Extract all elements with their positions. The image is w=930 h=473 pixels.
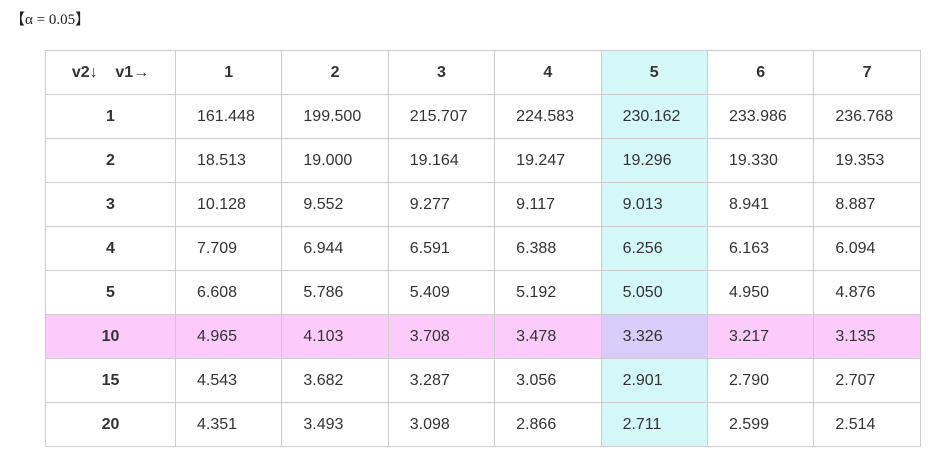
table-cell: 6.591 [387,226,496,271]
table-cell: 8.887 [813,182,921,227]
row-header: 1 [45,94,176,139]
header-row: v2↓ v1→ 1 2 3 4 5 6 7 [45,50,921,95]
table-cell: 9.117 [494,182,602,227]
table-cell: 199.500 [281,94,389,139]
table-cell: 7.709 [174,226,283,271]
table-cell: 4.876 [813,270,921,315]
table-cell: 236.768 [813,94,921,139]
table-cell-intersection: 3.326 [600,314,708,359]
table-cell: 3.493 [281,402,389,447]
column-header: 3 [387,50,496,95]
table-cell: 9.277 [387,182,496,227]
column-header: 2 [281,50,389,95]
row-header: 2 [45,138,176,183]
table-cell: 2.514 [813,402,921,447]
table-cell: 6.094 [813,226,921,271]
table-cell: 8.941 [706,182,815,227]
table-row: 2 18.513 19.000 19.164 19.247 19.296 19.… [45,138,921,183]
table-row-highlighted: 10 4.965 4.103 3.708 3.478 3.326 3.217 3… [45,314,921,359]
table-cell: 2.866 [494,402,602,447]
table-cell: 9.552 [281,182,389,227]
table-cell: 19.000 [281,138,389,183]
column-header-highlighted: 5 [600,50,708,95]
table-cell: 215.707 [387,94,496,139]
v2-axis-label: v2↓ [71,63,98,81]
row-header: 4 [45,226,176,271]
table-cell: 3.708 [387,314,496,359]
column-header: 1 [174,50,283,95]
table-cell: 4.351 [174,402,283,447]
table-cell: 233.986 [706,94,815,139]
table-row: 4 7.709 6.944 6.591 6.388 6.256 6.163 6.… [45,226,921,271]
table-cell-highlighted: 19.296 [600,138,708,183]
table-cell: 2.707 [813,358,921,403]
table-cell: 2.599 [706,402,815,447]
table-cell: 19.330 [706,138,815,183]
table-cell-highlighted: 6.256 [600,226,708,271]
table-cell: 3.098 [387,402,496,447]
table-cell: 18.513 [174,138,283,183]
table-cell-highlighted: 9.013 [600,182,708,227]
table-cell: 5.409 [387,270,496,315]
row-header: 20 [45,402,176,447]
table-cell: 4.103 [281,314,389,359]
table-cell: 19.353 [813,138,921,183]
table-cell: 6.608 [174,270,283,315]
table-cell: 4.965 [174,314,283,359]
table-row: 5 6.608 5.786 5.409 5.192 5.050 4.950 4.… [45,270,921,315]
f-distribution-table: v2↓ v1→ 1 2 3 4 5 6 7 1 161.448 199.500 … [45,50,921,447]
alpha-label: 【α = 0.05】 [10,12,91,28]
table-row: 15 4.543 3.682 3.287 3.056 2.901 2.790 2… [45,358,921,403]
table-cell: 3.056 [494,358,602,403]
table-cell-highlighted: 2.901 [600,358,708,403]
table-cell: 3.478 [494,314,602,359]
row-header: 15 [45,358,176,403]
table-row: 3 10.128 9.552 9.277 9.117 9.013 8.941 8… [45,182,921,227]
table-cell: 3.682 [281,358,389,403]
table-cell: 2.790 [706,358,815,403]
table-cell: 4.543 [174,358,283,403]
v1-axis-label: v1→ [115,63,150,81]
table-cell: 19.247 [494,138,602,183]
column-header: 7 [813,50,921,95]
column-header: 6 [706,50,815,95]
table-cell-highlighted: 2.711 [600,402,708,447]
table-cell: 224.583 [494,94,602,139]
row-header: 10 [45,314,176,359]
table-cell: 10.128 [174,182,283,227]
table-cell: 6.944 [281,226,389,271]
table-cell: 3.217 [706,314,815,359]
table-cell: 6.163 [706,226,815,271]
table-row: 20 4.351 3.493 3.098 2.866 2.711 2.599 2… [45,402,921,447]
table-cell: 3.287 [387,358,496,403]
table-cell: 161.448 [174,94,283,139]
table-cell: 4.950 [706,270,815,315]
row-header: 5 [45,270,176,315]
table-cell: 19.164 [387,138,496,183]
table-row: 1 161.448 199.500 215.707 224.583 230.16… [45,94,921,139]
table-cell: 5.192 [494,270,602,315]
table-cell: 3.135 [813,314,921,359]
table-cell: 5.786 [281,270,389,315]
table-cell: 6.388 [494,226,602,271]
table-cell-highlighted: 5.050 [600,270,708,315]
table-cell-highlighted: 230.162 [600,94,708,139]
row-header: 3 [45,182,176,227]
corner-header: v2↓ v1→ [45,50,176,95]
column-header: 4 [494,50,602,95]
